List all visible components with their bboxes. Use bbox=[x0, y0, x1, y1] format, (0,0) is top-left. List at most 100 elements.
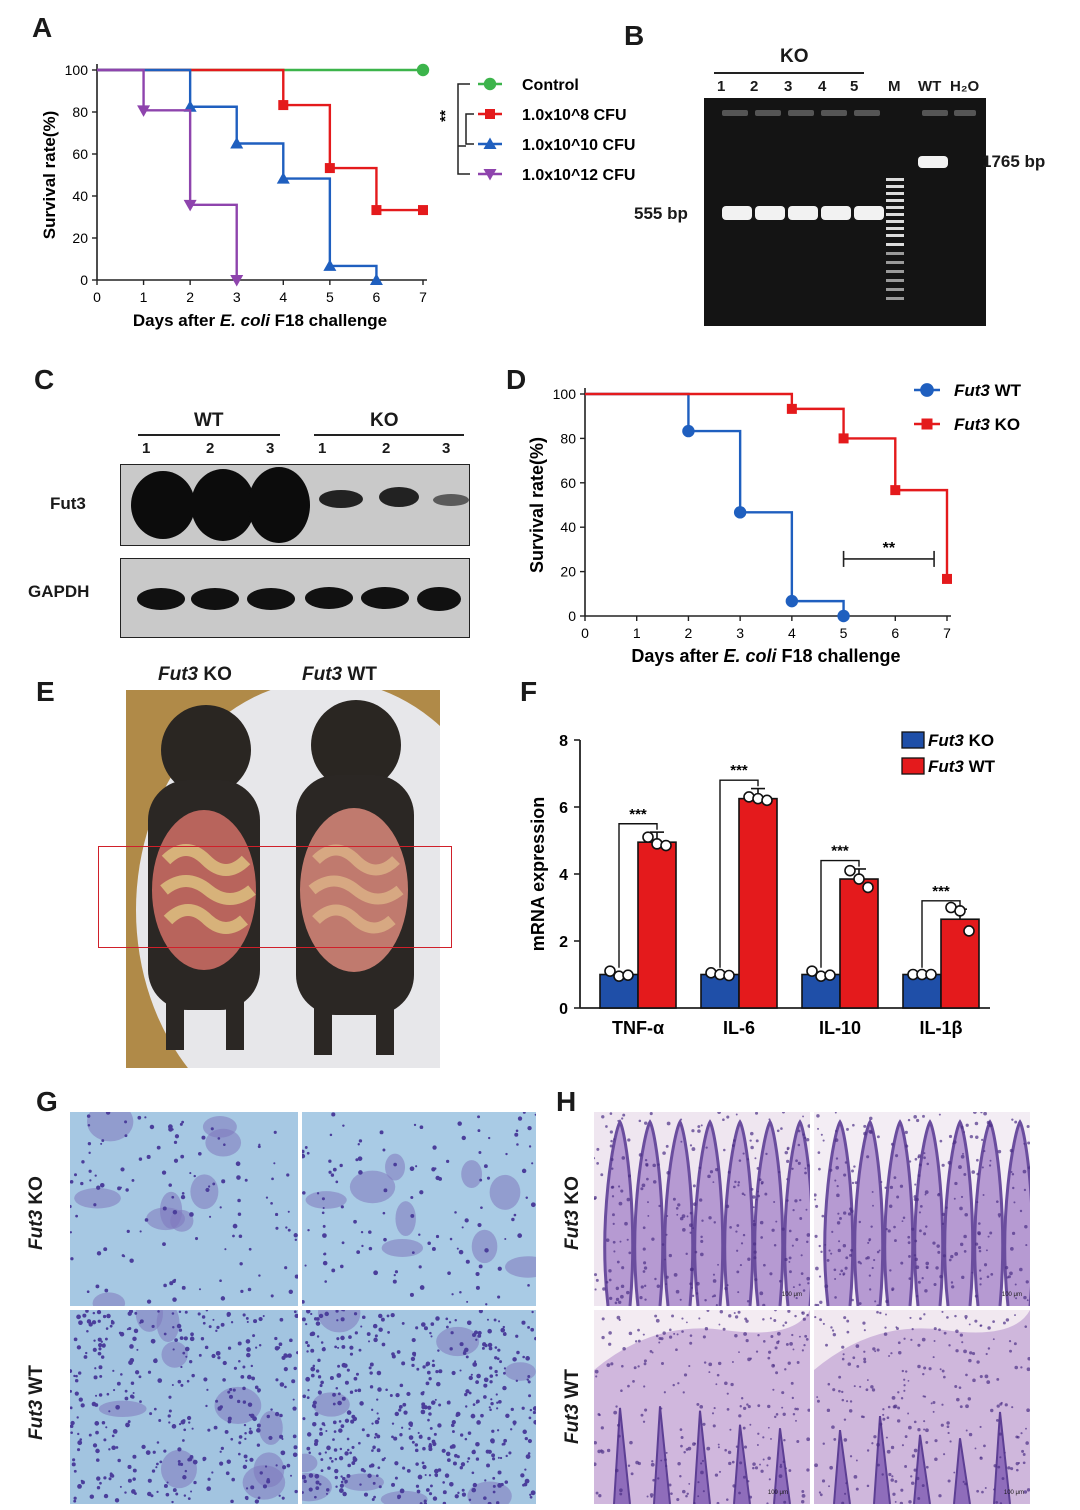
nucleus-dot bbox=[740, 1397, 744, 1400]
bacteria-dot bbox=[322, 1233, 327, 1238]
nucleus-dot bbox=[697, 1125, 701, 1128]
bacteria-dot bbox=[97, 1351, 102, 1356]
nucleus-dot bbox=[841, 1398, 845, 1402]
bacteria-dot bbox=[511, 1217, 515, 1222]
bacteria-dot bbox=[493, 1318, 497, 1322]
bacteria-dot bbox=[319, 1431, 323, 1436]
nucleus-dot bbox=[928, 1367, 932, 1371]
nucleus-dot bbox=[901, 1220, 904, 1223]
nucleus-dot bbox=[893, 1176, 897, 1180]
bacteria-dot bbox=[161, 1170, 167, 1175]
nucleus-dot bbox=[606, 1448, 611, 1453]
nucleus-dot bbox=[911, 1454, 916, 1458]
bacteria-dot bbox=[502, 1325, 506, 1329]
nucleus-dot bbox=[627, 1174, 632, 1178]
bacteria-dot bbox=[262, 1315, 265, 1318]
bacteria-dot bbox=[380, 1317, 385, 1322]
damaged-villus bbox=[733, 1424, 751, 1504]
nucleus-dot bbox=[851, 1298, 854, 1302]
nucleus-dot bbox=[885, 1436, 888, 1439]
bacteria-dot bbox=[165, 1492, 170, 1497]
bacteria-dot bbox=[188, 1421, 191, 1424]
blot-lane-label: 3 bbox=[442, 440, 451, 457]
bacteria-dot bbox=[522, 1429, 527, 1435]
cell-blob bbox=[436, 1326, 480, 1357]
bacteria-dot bbox=[94, 1421, 100, 1426]
nucleus-dot bbox=[860, 1415, 864, 1418]
nucleus-dot bbox=[698, 1317, 701, 1320]
bacteria-dot bbox=[249, 1457, 254, 1462]
nucleus-dot bbox=[683, 1373, 688, 1377]
bacteria-dot bbox=[305, 1376, 311, 1382]
bacteria-dot bbox=[391, 1354, 396, 1359]
nucleus-dot bbox=[752, 1222, 757, 1227]
bacteria-dot bbox=[434, 1468, 439, 1474]
bacteria-dot bbox=[473, 1330, 479, 1335]
bacteria-dot bbox=[186, 1379, 190, 1383]
nucleus-dot bbox=[753, 1220, 755, 1222]
nucleus-dot bbox=[789, 1270, 792, 1274]
bacteria-dot bbox=[109, 1324, 113, 1328]
bacteria-dot bbox=[497, 1456, 500, 1459]
nucleus-dot bbox=[654, 1277, 657, 1281]
bacteria-dot bbox=[487, 1342, 493, 1348]
bacteria-dot bbox=[496, 1401, 499, 1404]
bacteria-dot bbox=[203, 1377, 208, 1382]
bacteria-dot bbox=[271, 1177, 274, 1181]
bacteria-dot bbox=[253, 1319, 258, 1324]
bacteria-dot bbox=[478, 1310, 483, 1314]
nucleus-dot bbox=[784, 1257, 788, 1262]
bacteria-dot bbox=[310, 1373, 315, 1378]
bacteria-dot bbox=[205, 1404, 208, 1408]
nucleus-dot bbox=[940, 1423, 944, 1427]
nucleus-dot bbox=[779, 1465, 783, 1468]
bacteria-dot bbox=[496, 1407, 499, 1410]
nucleus-dot bbox=[816, 1114, 820, 1118]
bacteria-dot bbox=[406, 1391, 411, 1397]
nucleus-dot bbox=[923, 1420, 926, 1423]
bacteria-dot bbox=[230, 1321, 234, 1324]
nucleus-dot bbox=[897, 1406, 901, 1410]
gel-ko-bracket bbox=[714, 72, 864, 74]
nucleus-dot bbox=[791, 1396, 794, 1400]
nucleus-dot bbox=[872, 1347, 876, 1351]
nucleus-dot bbox=[839, 1273, 842, 1276]
nucleus-dot bbox=[855, 1344, 860, 1348]
nucleus-dot bbox=[637, 1365, 640, 1368]
nucleus-dot bbox=[830, 1326, 833, 1329]
nucleus-dot bbox=[742, 1475, 746, 1479]
bacteria-dot bbox=[237, 1341, 242, 1346]
bacteria-dot bbox=[497, 1483, 503, 1488]
villus bbox=[913, 1119, 945, 1306]
h-scalebar-1: 100 μm bbox=[781, 1292, 802, 1298]
nucleus-dot bbox=[737, 1184, 740, 1187]
bacteria-dot bbox=[139, 1230, 142, 1233]
bacteria-dot bbox=[177, 1462, 181, 1466]
bacteria-dot bbox=[167, 1414, 171, 1418]
nucleus-dot bbox=[802, 1317, 806, 1321]
nucleus-dot bbox=[1011, 1231, 1016, 1235]
bacteria-dot bbox=[398, 1408, 402, 1412]
bacteria-dot bbox=[144, 1116, 147, 1119]
data-point bbox=[276, 172, 290, 184]
nucleus-dot bbox=[774, 1310, 777, 1312]
nucleus-dot bbox=[661, 1243, 665, 1246]
bacteria-dot bbox=[423, 1326, 428, 1331]
bacteria-dot bbox=[242, 1386, 246, 1391]
nucleus-dot bbox=[689, 1231, 692, 1234]
nucleus-dot bbox=[859, 1262, 862, 1265]
bacteria-dot bbox=[246, 1320, 249, 1323]
nucleus-dot bbox=[814, 1234, 818, 1238]
bacteria-dot bbox=[373, 1436, 377, 1439]
bacteria-dot bbox=[467, 1457, 471, 1460]
nucleus-dot bbox=[919, 1204, 923, 1208]
nucleus-dot bbox=[715, 1383, 718, 1386]
significance-label: ** bbox=[437, 110, 454, 122]
bacteria-dot bbox=[75, 1214, 78, 1218]
bacteria-dot bbox=[175, 1492, 179, 1496]
bacteria-dot bbox=[201, 1315, 206, 1319]
mucosa bbox=[814, 1310, 1030, 1504]
bacteria-dot bbox=[278, 1494, 281, 1497]
bacteria-dot bbox=[471, 1487, 477, 1493]
nucleus-dot bbox=[752, 1206, 755, 1209]
